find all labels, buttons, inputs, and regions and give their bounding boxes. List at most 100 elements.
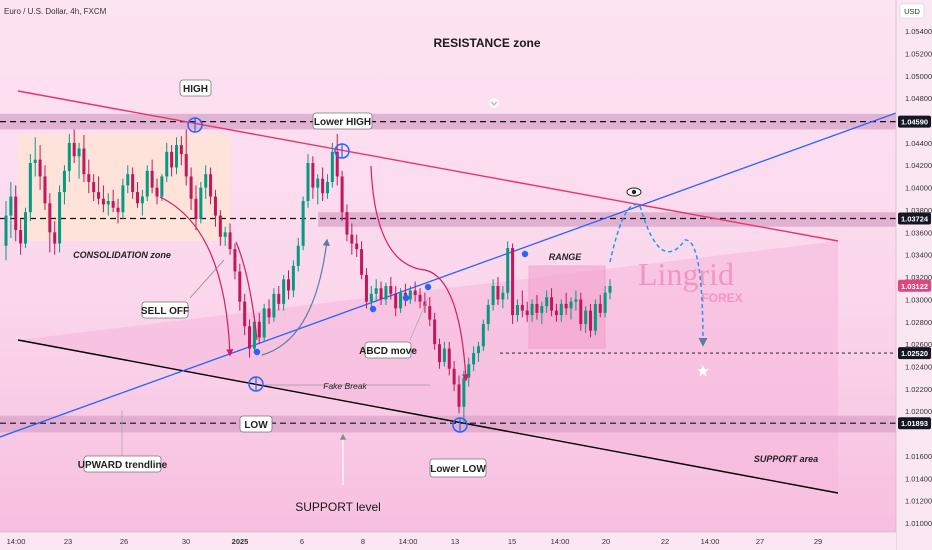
candle-body [97, 192, 101, 199]
candle-body [204, 174, 208, 188]
candle-body [374, 288, 378, 294]
candle-body [223, 232, 227, 237]
candle-body [325, 182, 329, 194]
currency-button[interactable] [899, 3, 925, 19]
svg-text:1.03122: 1.03122 [901, 282, 928, 291]
candle-body [350, 234, 354, 244]
candle-body [535, 303, 539, 313]
candle-body [58, 192, 62, 244]
price-tick-label: 1.01600 [905, 452, 932, 461]
candle-body [506, 247, 510, 293]
candle-body [442, 348, 446, 363]
price-tag: 1.03122 [898, 279, 931, 292]
abcd-label: ABCD move [359, 346, 417, 357]
support-level-label: SUPPORT level [295, 500, 381, 514]
time-tick-label: 14:00 [551, 537, 570, 546]
support-area-label: SUPPORT area [754, 454, 818, 464]
candle-body [608, 286, 612, 293]
candle-body [184, 154, 188, 177]
low-label: LOW [244, 420, 268, 431]
candle-body [554, 310, 558, 316]
candle-body [345, 212, 349, 235]
candle-body [306, 163, 310, 202]
candle-body [38, 159, 42, 177]
price-tag: 1.01893 [898, 417, 931, 430]
price-tick-label: 1.04400 [905, 139, 932, 148]
pivot-markers [187, 117, 529, 433]
lingrid-watermark: Lingrid FOREX [638, 256, 743, 305]
sell-off-arrow-1 [159, 196, 234, 357]
abcd-arrow [370, 165, 470, 382]
candle-body [194, 198, 198, 219]
abcd-pointer [409, 297, 429, 341]
candle-body [433, 319, 437, 345]
projection-path [609, 203, 708, 347]
time-tick-label: 30 [182, 537, 190, 546]
time-tick-label: 6 [300, 537, 304, 546]
candle-body [213, 196, 217, 216]
zone-band [0, 415, 896, 433]
candle-body [9, 196, 13, 216]
time-tick-label: 22 [661, 537, 669, 546]
price-tag: 1.04590 [898, 115, 931, 128]
time-tick-label: 20 [602, 537, 610, 546]
candle-body [589, 310, 593, 331]
candle-body [335, 151, 339, 177]
candle-body [423, 301, 427, 307]
candle-body [462, 377, 466, 407]
price-tick-label: 1.02600 [905, 340, 932, 349]
price-tags: 1.04590 1.03724 1.03122 1.02520 1.01893 [898, 115, 931, 430]
price-tick-label: 1.05200 [905, 49, 932, 58]
candle-body [262, 308, 266, 338]
time-tick-label: 15 [508, 537, 516, 546]
candle-body [155, 187, 159, 197]
candle-body [418, 294, 422, 302]
chart-title: Euro / U.S. Dollar, 4h, FXCM [4, 7, 107, 16]
svg-text:1.01893: 1.01893 [901, 419, 928, 428]
candle-body [574, 299, 578, 302]
time-axis[interactable] [0, 532, 896, 550]
candle-body [170, 151, 174, 168]
candle-body [145, 170, 149, 197]
candle-body [92, 182, 96, 193]
annotation-labels: RESISTANCE zone HIGH Lower HIGH CONSOLID… [73, 36, 818, 514]
time-tick-label: 14:00 [7, 537, 26, 546]
candle-body [321, 178, 325, 194]
candle-body [530, 303, 534, 316]
time-tick-label: 2025 [232, 537, 249, 546]
candle-body [87, 174, 91, 183]
candle-body [496, 286, 500, 300]
candle-body [140, 196, 144, 204]
candle-body [413, 290, 417, 295]
time-tick-label: 13 [451, 537, 459, 546]
price-axis[interactable] [896, 0, 932, 550]
time-tick-label: 23 [64, 537, 72, 546]
candle-body [598, 303, 602, 313]
candle-body [301, 201, 305, 246]
price-tick-label: 1.01000 [905, 519, 932, 528]
range-touch-point [521, 250, 529, 258]
candle-body [189, 176, 193, 199]
candle-body [131, 174, 135, 193]
candle-body [491, 286, 495, 306]
candle-body [564, 303, 568, 309]
time-tick-label: 26 [120, 537, 128, 546]
candle-body [82, 148, 86, 175]
candle-body [379, 288, 383, 300]
candle-body [282, 279, 286, 304]
dashed-levels [0, 121, 896, 424]
abcd-point-a [253, 348, 261, 356]
candles-layer[interactable] [4, 129, 612, 424]
candle-body [257, 321, 261, 338]
price-tag: 1.02520 [898, 347, 931, 360]
abcd-point-c [424, 283, 432, 291]
upward-trendline[interactable] [0, 112, 897, 438]
time-ticks: 14:00 23 26 30 2025 6 8 14:00 13 15 14:00 20 22 14:00… [7, 537, 823, 546]
candle-body [559, 303, 563, 316]
candle-body [228, 232, 232, 250]
candle-body [438, 344, 442, 363]
upward-trendline-label: UPWARD trendline [78, 460, 168, 471]
candle-body [233, 249, 237, 272]
